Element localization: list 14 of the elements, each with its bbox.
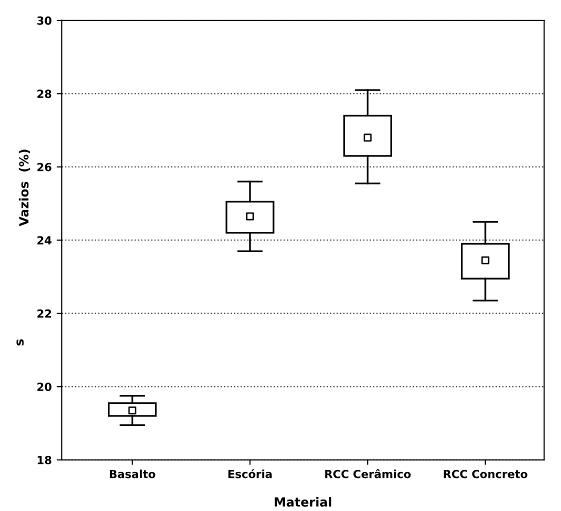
- text: s: [16, 339, 24, 346]
- x-tick-label: Escória: [228, 469, 272, 478]
- x-tick-label: Basalto: [110, 470, 156, 478]
- y-tick-label: 24: [37, 236, 52, 244]
- y-tick-label: 18: [38, 456, 52, 464]
- y-tick-label: 30: [37, 16, 52, 25]
- y-tick-label: 22: [37, 309, 52, 318]
- y-axis-title: Vazios (%): [18, 150, 30, 226]
- x-tick-label: RCC Concreto: [444, 470, 528, 478]
- x-tick-label: RCC Cerâmico: [325, 469, 411, 478]
- y-tick-label: 28: [37, 90, 52, 98]
- y-tick-label: 26: [37, 162, 52, 172]
- y-tick-label: 20: [37, 382, 52, 392]
- x-axis-title: Material: [274, 497, 332, 507]
